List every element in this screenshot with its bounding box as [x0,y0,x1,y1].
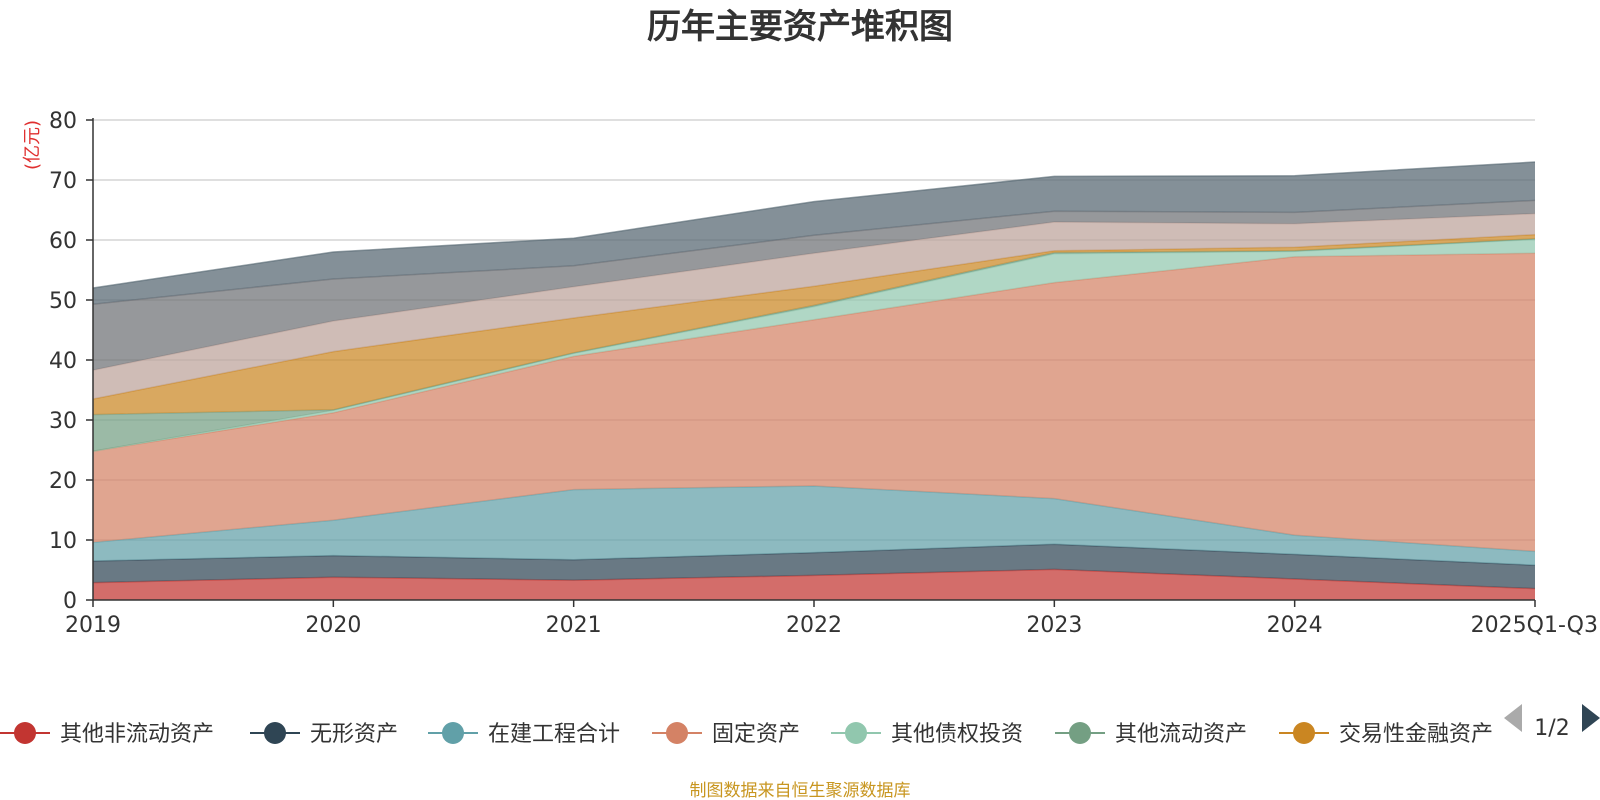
legend-circle-marker [264,722,286,744]
legend-circle-marker [845,722,867,744]
legend-circle-marker [666,722,688,744]
y-tick-label-70: 70 [49,169,77,194]
legend-label: 无形资产 [310,722,398,747]
area-edge-series-10 [92,161,1536,289]
x-tick-label-2019: 2019 [65,613,121,638]
legend-label: 在建工程合计 [488,722,620,747]
legend-next-page-icon[interactable] [1582,704,1600,732]
y-tick-label-30: 30 [49,409,77,434]
legend-label: 交易性金融资产 [1339,722,1493,747]
x-tick-label-2023: 2023 [1026,613,1082,638]
legend-item-在建工程合计[interactable]: 在建工程合计 [428,722,620,747]
x-tick-label-2022: 2022 [786,613,842,638]
area-无形资产[interactable] [93,544,1535,589]
chart-title: 历年主要资产堆积图 [647,7,953,47]
legend-item-交易性金融资产[interactable]: 交易性金融资产 [1279,722,1493,747]
legend-item-其他债权投资[interactable]: 其他债权投资 [831,722,1023,747]
legend-page-indicator: 1/2 [1534,716,1569,741]
legend-item-其他流动资产[interactable]: 其他流动资产 [1055,722,1247,747]
legend-item-其他非流动资产[interactable]: 其他非流动资产 [0,722,214,747]
legend-label: 其他非流动资产 [60,722,214,747]
area-其他非流动资产[interactable] [93,569,1535,600]
area-在建工程合计[interactable] [93,486,1535,566]
legend-item-固定资产[interactable]: 固定资产 [652,722,800,747]
x-tick-label-2021: 2021 [546,613,602,638]
y-tick-label-80: 80 [49,109,77,134]
y-axis-unit-label: (亿元) [22,120,43,170]
area-series-9[interactable] [93,200,1535,371]
y-tick-label-60: 60 [49,229,77,254]
area-series-8[interactable] [93,213,1535,399]
x-tick-label-2025Q1-Q3: 2025Q1-Q3 [1471,613,1598,638]
legend-label: 其他流动资产 [1115,722,1247,747]
y-tick-label-50: 50 [49,289,77,314]
area-series-10[interactable] [93,162,1535,305]
legend-label: 其他债权投资 [891,722,1023,747]
legend-circle-marker [1293,722,1315,744]
y-tick-label-10: 10 [49,529,77,554]
legend-circle-marker [442,722,464,744]
data-source-note: 制图数据来自恒生聚源数据库 [690,781,911,800]
legend-prev-page-icon[interactable] [1504,704,1522,732]
legend-item-无形资产[interactable]: 无形资产 [250,722,398,747]
y-tick-label-40: 40 [49,349,77,374]
y-tick-label-20: 20 [49,469,77,494]
legend: 其他非流动资产 无形资产 在建工程合计 固定资产 其他债权投资 其他流动资产 交易性金融资产 [0,722,1493,747]
area-固定资产[interactable] [93,253,1535,552]
area-交易性金融资产[interactable] [93,234,1535,415]
legend-pager: 1/2 [1504,704,1600,741]
legend-circle-marker [14,722,36,744]
legend-label: 固定资产 [712,722,800,747]
area-series [92,161,1536,600]
x-tick-label-2020: 2020 [305,613,361,638]
y-tick-label-0: 0 [63,589,77,614]
x-tick-label-2024: 2024 [1267,613,1323,638]
legend-circle-marker [1069,722,1091,744]
axes: 0 10 20 30 40 50 60 70 80 2019 2020 2021 2022 2023 202… [49,109,1598,638]
